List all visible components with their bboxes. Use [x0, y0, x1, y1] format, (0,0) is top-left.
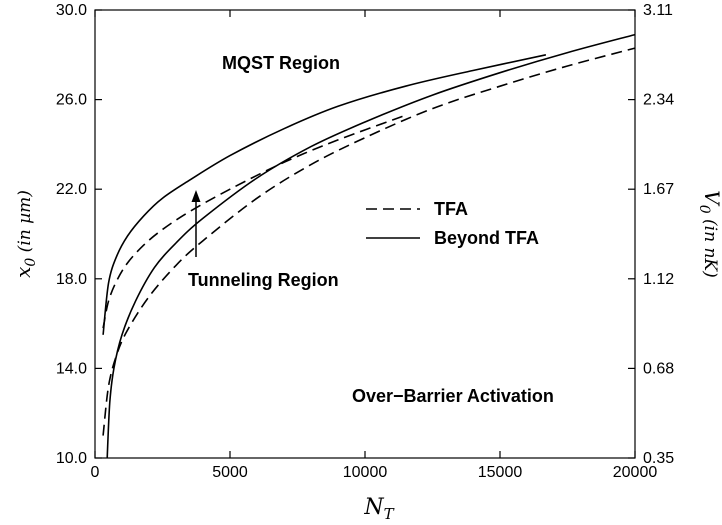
- y-tick-label: 14.0: [56, 360, 87, 377]
- y2-tick-label: 1.67: [643, 181, 674, 198]
- x-tick-label: 5000: [212, 464, 248, 481]
- y2-tick-label: 0.68: [643, 360, 674, 377]
- y-tick-label: 10.0: [56, 450, 87, 467]
- y-axis-label-left-unit: (in µm): [15, 190, 35, 258]
- y-axis-label-left-sub: 0: [23, 258, 39, 267]
- y-axis-label-right: V0 (in nK): [696, 190, 722, 277]
- tunneling-arrow-head: [191, 190, 201, 202]
- series-line-beyond-tfa-2: [102, 54, 547, 335]
- y-tick-label: 18.0: [56, 271, 87, 288]
- y2-tick-label: 2.34: [643, 92, 674, 109]
- x-tick-label: 0: [91, 464, 100, 481]
- x-tick-label: 15000: [478, 464, 523, 481]
- legend-label-tfa: TFA: [434, 199, 468, 219]
- tunneling-arrow: [191, 190, 201, 257]
- y-axis-label-right-main: V: [700, 190, 722, 207]
- y-axis-label-right-sub: 0: [696, 205, 712, 214]
- y2-tick-label: 1.12: [643, 271, 674, 288]
- ticks-layer: 0 5000 10000 15000 20000 10.0 14.0 18.0 22.0 26.0…: [56, 2, 674, 481]
- y-axis-label-left-main: x: [11, 267, 35, 278]
- y2-tick-label: 0.35: [643, 450, 674, 467]
- y-tick-label: 26.0: [56, 92, 87, 109]
- y-tick-label: 30.0: [56, 2, 87, 19]
- x-tick-label: 20000: [613, 464, 658, 481]
- legend-label-beyond-tfa: Beyond TFA: [434, 228, 539, 248]
- y-tick-label: 22.0: [56, 181, 87, 198]
- x-tick-label: 10000: [343, 464, 388, 481]
- legend: TFA Beyond TFA: [366, 199, 539, 248]
- series-line-beyond-tfa-3: [106, 33, 636, 459]
- series-line-tfa-1: [102, 47, 636, 436]
- x-axis-label-sub: T: [384, 505, 395, 523]
- annotation-over-barrier-activation: Over−Barrier Activation: [352, 386, 554, 406]
- x-axis-label-main: N: [363, 495, 384, 520]
- y-axis-label-left: x0 (in µm): [11, 190, 39, 278]
- series-line-tfa-0: [102, 114, 406, 329]
- annotation-mqst-region: MQST Region: [222, 53, 340, 73]
- y-axis-label-right-unit: (in nK): [700, 214, 720, 278]
- annotation-tunneling-region: Tunneling Region: [188, 270, 339, 290]
- x-axis-label: NT: [363, 495, 394, 523]
- y2-tick-label: 3.11: [643, 2, 673, 19]
- series-layer: [102, 33, 636, 459]
